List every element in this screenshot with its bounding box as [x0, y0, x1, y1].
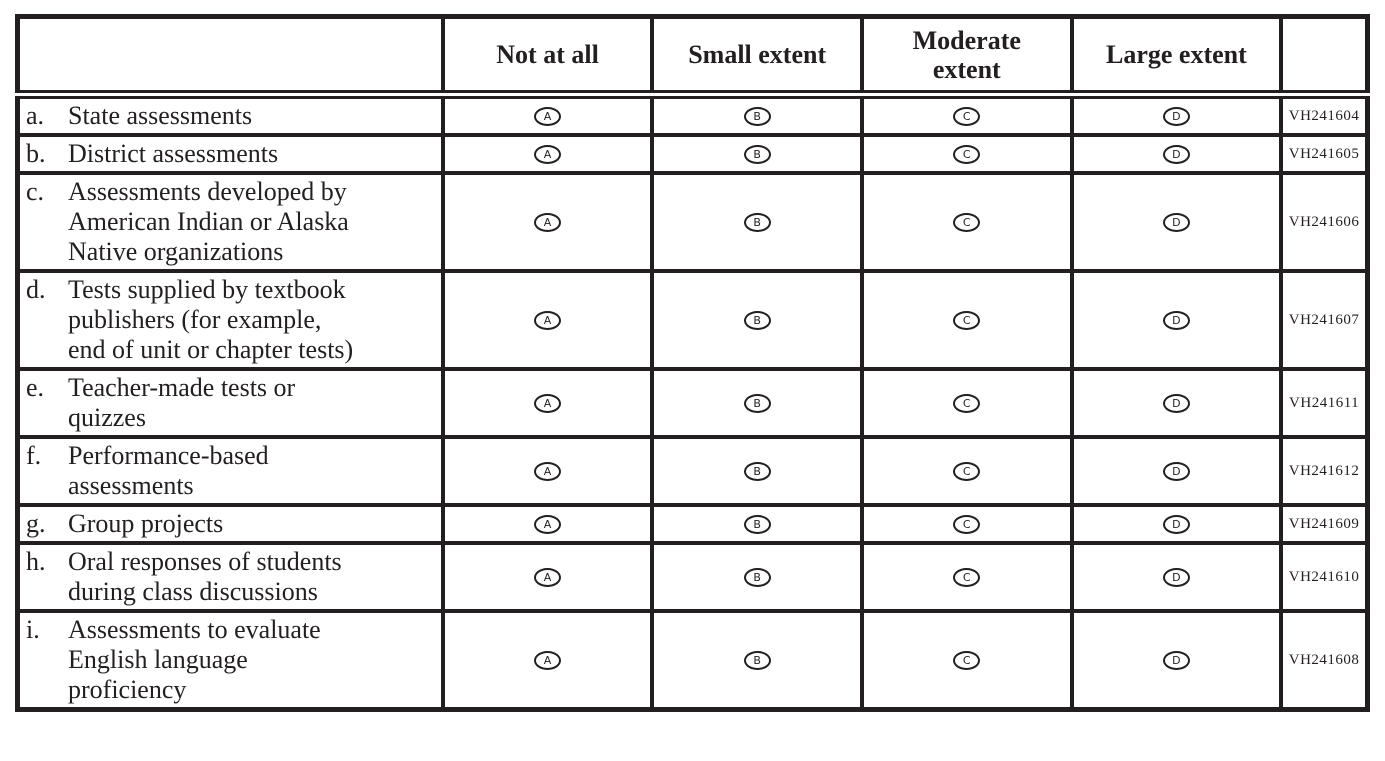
table-row: d. Tests supplied by textbook publishers… [15, 269, 1370, 371]
option-bubble-a[interactable]: A [534, 310, 562, 330]
option-bubble-c[interactable]: C [953, 650, 981, 670]
option-bubble-a[interactable]: A [534, 514, 562, 534]
option-bubble-c[interactable]: C [953, 461, 981, 481]
row-letter: c. [26, 177, 45, 206]
item-code: VH241607 [1279, 269, 1370, 371]
header-row: Not at all Small extent Moderate extent … [15, 14, 1370, 99]
row-letter: b. [26, 139, 46, 168]
option-bubble-b[interactable]: B [743, 106, 771, 126]
option-bubble-d[interactable]: D [1162, 514, 1190, 534]
table-row: a. State assessments A B C D VH241604 [15, 92, 1370, 137]
row-label: District assessments [68, 139, 279, 168]
row-letter: g. [26, 509, 46, 538]
row-letter: h. [26, 547, 46, 576]
item-cell: e. Teacher-made tests or quizzes [26, 373, 437, 433]
header-large-extent: Large extent [1069, 14, 1284, 99]
item-code: VH241606 [1279, 171, 1370, 273]
header-moderate-extent: Moderate extent [859, 14, 1074, 99]
item-cell: c. Assessments developed by American Ind… [26, 177, 437, 267]
table-row: b. District assessments A B C D VH241605 [15, 133, 1370, 175]
row-label: Assessments developed by American Indian… [68, 177, 349, 266]
item-cell: g. Group projects [26, 509, 437, 539]
survey-response-table: Not at all Small extent Moderate extent … [15, 14, 1370, 712]
option-bubble-b[interactable]: B [743, 567, 771, 587]
item-code: VH241605 [1279, 133, 1370, 175]
option-bubble-d[interactable]: D [1162, 393, 1190, 413]
table-row: h. Oral responses of students during cla… [15, 541, 1370, 613]
option-bubble-a[interactable]: A [534, 144, 562, 164]
row-label: Tests supplied by textbook publishers (f… [68, 275, 354, 364]
item-code: VH241604 [1279, 92, 1370, 137]
item-cell: h. Oral responses of students during cla… [26, 547, 437, 607]
item-cell: f. Performance-based assessments [26, 441, 437, 501]
option-bubble-b[interactable]: B [743, 310, 771, 330]
item-code: VH241609 [1279, 503, 1370, 545]
row-label: Teacher-made tests or quizzes [68, 373, 296, 432]
row-letter: i. [26, 615, 40, 644]
option-bubble-a[interactable]: A [534, 393, 562, 413]
row-label: Performance-based assessments [68, 441, 269, 500]
option-bubble-c[interactable]: C [953, 567, 981, 587]
option-bubble-d[interactable]: D [1162, 310, 1190, 330]
option-bubble-b[interactable]: B [743, 514, 771, 534]
row-label: Group projects [68, 509, 224, 538]
option-bubble-c[interactable]: C [953, 106, 981, 126]
option-bubble-b[interactable]: B [743, 212, 771, 232]
option-bubble-d[interactable]: D [1162, 461, 1190, 481]
table-row: c. Assessments developed by American Ind… [15, 171, 1370, 273]
row-letter: d. [26, 275, 46, 304]
option-bubble-a[interactable]: A [534, 650, 562, 670]
option-bubble-c[interactable]: C [953, 310, 981, 330]
option-bubble-d[interactable]: D [1162, 567, 1190, 587]
option-bubble-a[interactable]: A [534, 461, 562, 481]
option-bubble-a[interactable]: A [534, 567, 562, 587]
item-cell: d. Tests supplied by textbook publishers… [26, 275, 437, 365]
item-cell: a. State assessments [26, 101, 437, 131]
option-bubble-d[interactable]: D [1162, 106, 1190, 126]
row-label: Oral responses of students during class … [68, 547, 342, 606]
item-cell: i. Assessments to evaluate English langu… [26, 615, 437, 705]
table-row: i. Assessments to evaluate English langu… [15, 609, 1370, 712]
item-code: VH241611 [1279, 367, 1370, 439]
option-bubble-c[interactable]: C [953, 514, 981, 534]
option-bubble-c[interactable]: C [953, 393, 981, 413]
item-cell: b. District assessments [26, 139, 437, 169]
option-bubble-b[interactable]: B [743, 650, 771, 670]
header-item-column [15, 14, 445, 99]
option-bubble-c[interactable]: C [953, 144, 981, 164]
table-row: g. Group projects A B C D VH241609 [15, 503, 1370, 545]
table-body: a. State assessments A B C D VH241604 b.… [15, 92, 1370, 712]
row-label: State assessments [68, 101, 253, 130]
header-small-extent: Small extent [650, 14, 864, 99]
table-row: e. Teacher-made tests or quizzes A B C D… [15, 367, 1370, 439]
option-bubble-d[interactable]: D [1162, 650, 1190, 670]
option-bubble-c[interactable]: C [953, 212, 981, 232]
option-bubble-a[interactable]: A [534, 106, 562, 126]
row-letter: f. [26, 441, 42, 470]
option-bubble-b[interactable]: B [743, 393, 771, 413]
row-letter: e. [26, 373, 45, 402]
row-label: Assessments to evaluate English language… [68, 615, 321, 704]
option-bubble-d[interactable]: D [1162, 212, 1190, 232]
item-code: VH241610 [1279, 541, 1370, 613]
option-bubble-a[interactable]: A [534, 212, 562, 232]
header-code-column [1279, 14, 1370, 99]
header-not-at-all: Not at all [440, 14, 655, 99]
row-letter: a. [26, 101, 45, 130]
item-code: VH241608 [1279, 609, 1370, 712]
option-bubble-d[interactable]: D [1162, 144, 1190, 164]
option-bubble-b[interactable]: B [743, 461, 771, 481]
item-code: VH241612 [1279, 435, 1370, 507]
option-bubble-b[interactable]: B [743, 144, 771, 164]
table-row: f. Performance-based assessments A B C D… [15, 435, 1370, 507]
